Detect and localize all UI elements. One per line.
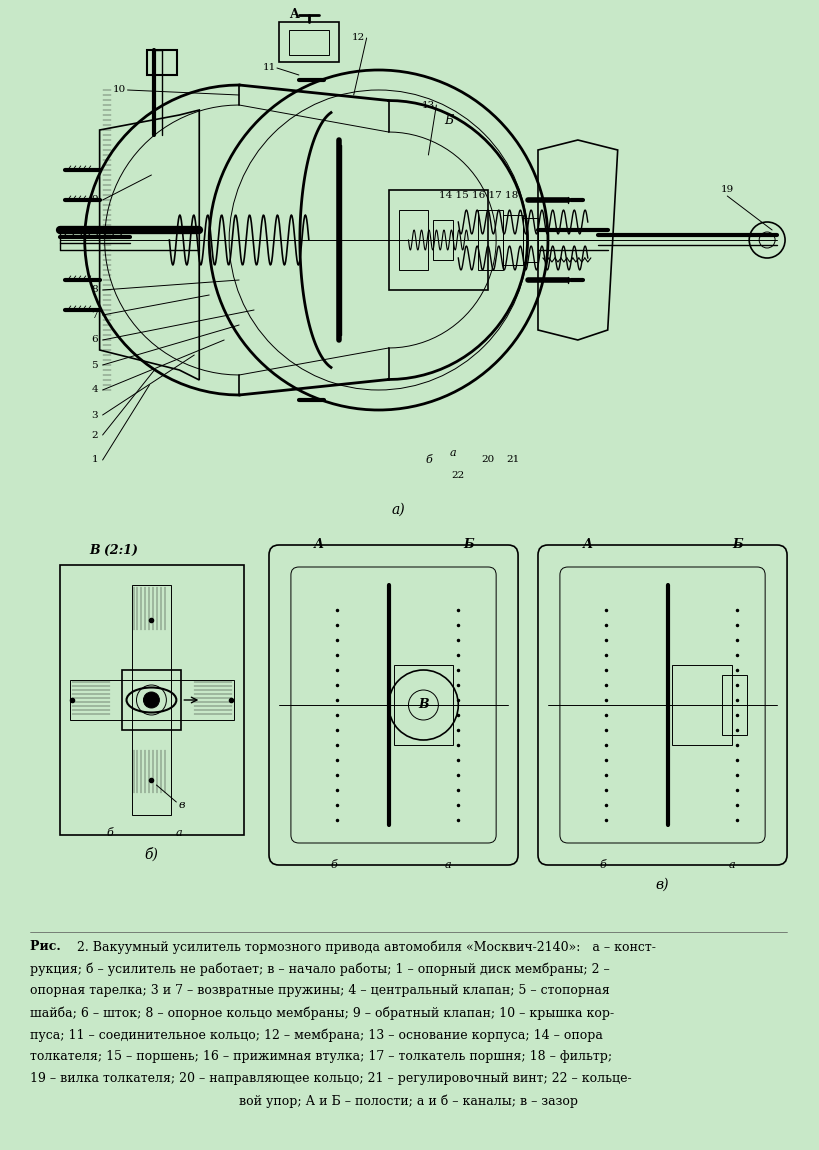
Text: 1: 1 [91,455,97,465]
Text: 6: 6 [91,336,97,345]
Text: а: а [445,860,451,871]
Text: 13: 13 [421,100,435,109]
Bar [121,670,181,730]
Text: б: б [330,860,337,871]
Text: толкателя; 15 – поршень; 16 – прижимная втулка; 17 – толкатель поршня; 18 – филь: толкателя; 15 – поршень; 16 – прижимная … [29,1050,611,1063]
Text: В (2:1): В (2:1) [89,544,138,557]
Text: 2. Вакуумный усилитель тормозного привода автомобиля «Москвич-2140»:   а – конст: 2. Вакуумный усилитель тормозного привод… [77,940,654,953]
Text: а): а) [391,503,405,518]
Text: 14 15 16 17 18: 14 15 16 17 18 [438,191,518,199]
Text: Б: Б [443,114,452,126]
Text: 7: 7 [91,310,97,320]
Text: 10: 10 [113,85,126,94]
Text: 21: 21 [506,455,519,465]
Bar [672,665,731,745]
Text: 22: 22 [451,470,464,480]
Circle shape [143,692,159,708]
Text: а: а [728,860,735,871]
Bar [477,210,503,270]
Bar [388,190,487,290]
Text: 4: 4 [91,385,97,394]
Text: Б: Б [731,538,742,552]
Text: б): б) [144,848,158,862]
Text: 3: 3 [91,411,97,420]
Text: б: б [424,455,432,465]
Bar [523,218,537,262]
Text: шайба; 6 – шток; 8 – опорное кольцо мембраны; 9 – обратный клапан; 10 – крышка к: шайба; 6 – шток; 8 – опорное кольцо мемб… [29,1006,613,1020]
Text: рукция; б – усилитель не работает; в – начало работы; 1 – опорный диск мембраны;: рукция; б – усилитель не работает; в – н… [29,963,609,975]
Bar [147,49,177,75]
Text: вой упор; А и Б – полости; а и б – каналы; в – зазор: вой упор; А и Б – полости; а и б – канал… [238,1094,577,1107]
Text: 2: 2 [91,430,97,439]
Text: A: A [288,8,298,22]
Text: А: А [582,538,592,552]
Text: б: б [599,860,605,871]
Bar [398,210,428,270]
Text: 12: 12 [351,33,364,43]
Text: 9: 9 [91,196,97,205]
Text: Рис.: Рис. [29,940,65,953]
Text: 19 – вилка толкателя; 20 – направляющее кольцо; 21 – регулировочный винт; 22 – к: 19 – вилка толкателя; 20 – направляющее … [29,1072,631,1084]
Text: 20: 20 [481,455,494,465]
Text: опорная тарелка; 3 и 7 – возвратные пружины; 4 – центральный клапан; 5 – стопорн: опорная тарелка; 3 и 7 – возвратные пруж… [29,984,609,997]
Text: 11: 11 [262,63,275,72]
Text: в: в [178,800,184,810]
Bar [60,565,244,835]
Text: В: В [418,698,428,712]
Bar [433,220,453,260]
Text: 5: 5 [91,360,97,369]
Text: а: а [450,448,456,458]
Text: б: б [106,828,113,838]
Bar [393,665,453,745]
Bar [278,22,338,62]
Text: а: а [176,828,183,838]
Text: А: А [314,538,324,552]
Text: 8: 8 [91,285,97,294]
Bar [722,675,746,735]
Text: Б: Б [463,538,473,552]
Text: 19: 19 [720,185,733,194]
Bar [288,30,328,55]
Text: в): в) [655,877,668,892]
Bar [70,680,234,720]
Text: пуса; 11 – соединительное кольцо; 12 – мембрана; 13 – основание корпуса; 14 – оп: пуса; 11 – соединительное кольцо; 12 – м… [29,1028,602,1042]
Bar [503,215,523,264]
Bar [131,585,171,815]
